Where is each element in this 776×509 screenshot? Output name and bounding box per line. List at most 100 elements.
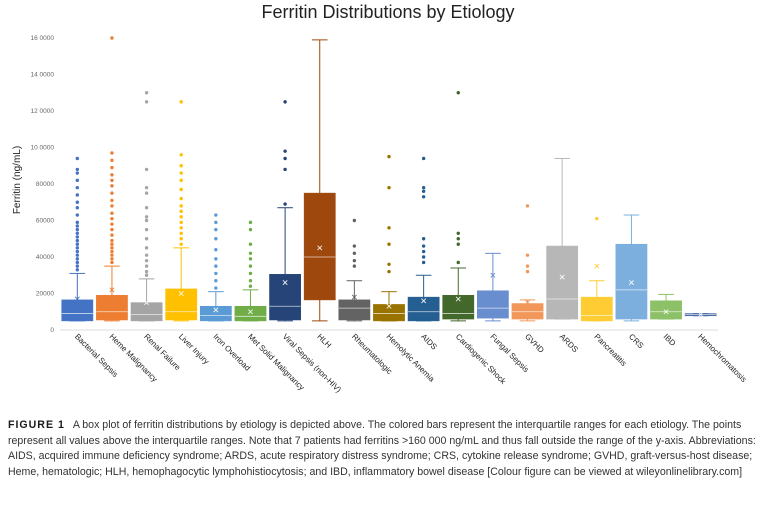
- outlier-point: [75, 235, 80, 239]
- outlier-point: [283, 149, 287, 153]
- outlier-point: [214, 264, 218, 268]
- box-group: [650, 293, 682, 320]
- outlier-point: [179, 226, 183, 230]
- outlier-point: [110, 238, 114, 243]
- outlier-point: [75, 171, 80, 175]
- box-group: [199, 213, 232, 322]
- box-group: [234, 220, 267, 322]
- outlier-point: [421, 156, 426, 161]
- iqr-box: [303, 192, 336, 301]
- category-label: Viral Sepsis (non-HIV): [281, 332, 343, 394]
- outlier-point: [75, 268, 80, 272]
- outlier-point: [179, 100, 183, 104]
- mean-marker: [351, 294, 357, 300]
- category-label: IBD: [662, 332, 678, 348]
- outlier-point: [525, 269, 530, 274]
- outlier-point: [144, 258, 149, 263]
- outlier-point: [179, 196, 183, 201]
- outlier-point: [456, 237, 460, 241]
- outlier-point: [283, 202, 287, 206]
- box-group: [442, 91, 475, 322]
- box-group: [165, 100, 198, 322]
- iqr-box: [650, 300, 682, 320]
- box-group: [684, 311, 717, 318]
- outlier-point: [110, 165, 114, 170]
- outlier-point: [110, 211, 114, 215]
- outlier-point: [421, 249, 426, 254]
- iqr-box: [96, 295, 128, 321]
- outlier-point: [75, 156, 80, 161]
- outlier-point: [75, 260, 80, 265]
- outlier-point: [110, 173, 114, 177]
- box-group: [407, 156, 440, 322]
- outlier-point: [179, 231, 183, 235]
- outlier-point: [214, 237, 218, 241]
- outlier-point: [75, 206, 80, 210]
- mean-marker: [109, 287, 115, 293]
- y-tick-label: 20000: [36, 291, 54, 298]
- iqr-box: [234, 305, 267, 322]
- category-label: Liver Injury: [177, 332, 211, 366]
- outlier-point: [525, 204, 530, 208]
- mean-marker: [455, 296, 461, 302]
- outlier-point: [110, 246, 114, 250]
- iqr-box: [580, 296, 613, 322]
- outlier-point: [75, 238, 80, 243]
- iqr-box: [442, 295, 475, 320]
- box-group: [477, 252, 509, 322]
- outlier-point: [214, 279, 218, 283]
- outlier-point: [75, 227, 80, 232]
- outlier-point: [110, 216, 114, 221]
- outlier-point: [456, 242, 460, 246]
- mean-marker: [525, 300, 531, 306]
- outlier-point: [179, 187, 183, 192]
- outlier-point: [110, 233, 114, 237]
- outlier-point: [387, 242, 391, 246]
- y-tick-label: 60000: [36, 218, 54, 225]
- iqr-box: [61, 299, 94, 322]
- mean-marker: [74, 296, 80, 302]
- mean-marker: [698, 311, 704, 318]
- box-plot-chart: Ferritin (ng/mL) 0 20000 40000 60000 80000 10…: [12, 35, 748, 394]
- outlier-point: [248, 227, 253, 232]
- outlier-point: [110, 257, 114, 261]
- outlier-point: [248, 264, 253, 268]
- outlier-point: [214, 248, 218, 252]
- outlier-point: [144, 218, 149, 223]
- box-group: [615, 214, 648, 322]
- outlier-point: [144, 215, 149, 219]
- box-group: [130, 91, 163, 322]
- category-label: Pancreatitis: [592, 332, 628, 368]
- outlier-point: [179, 153, 183, 157]
- iqr-box: [407, 296, 440, 322]
- outlier-point: [75, 185, 80, 190]
- mean-marker: [213, 307, 219, 313]
- outlier-point: [75, 224, 80, 228]
- outlier-point: [75, 200, 80, 204]
- outlier-point: [179, 171, 183, 175]
- outlier-point: [144, 100, 149, 104]
- outlier-point: [144, 227, 149, 232]
- outlier-point: [421, 255, 426, 259]
- mean-marker: [247, 309, 253, 315]
- outlier-point: [352, 251, 357, 256]
- outlier-point: [110, 178, 114, 183]
- outlier-point: [214, 213, 218, 217]
- outlier-point: [110, 227, 114, 232]
- outlier-point: [75, 246, 80, 250]
- outlier-point: [283, 100, 287, 104]
- outlier-point: [144, 269, 149, 274]
- box-group: [61, 156, 94, 322]
- box-group: [269, 100, 301, 322]
- y-tick-label: 10 0000: [31, 145, 55, 152]
- outlier-point: [214, 220, 218, 225]
- outlier-point: [248, 242, 253, 246]
- y-tick-label: 14 0000: [31, 72, 55, 79]
- category-label: GVHD: [523, 332, 546, 355]
- outlier-point: [144, 237, 149, 241]
- outlier-point: [110, 198, 114, 203]
- outlier-point: [110, 184, 114, 188]
- mean-marker: [421, 298, 427, 304]
